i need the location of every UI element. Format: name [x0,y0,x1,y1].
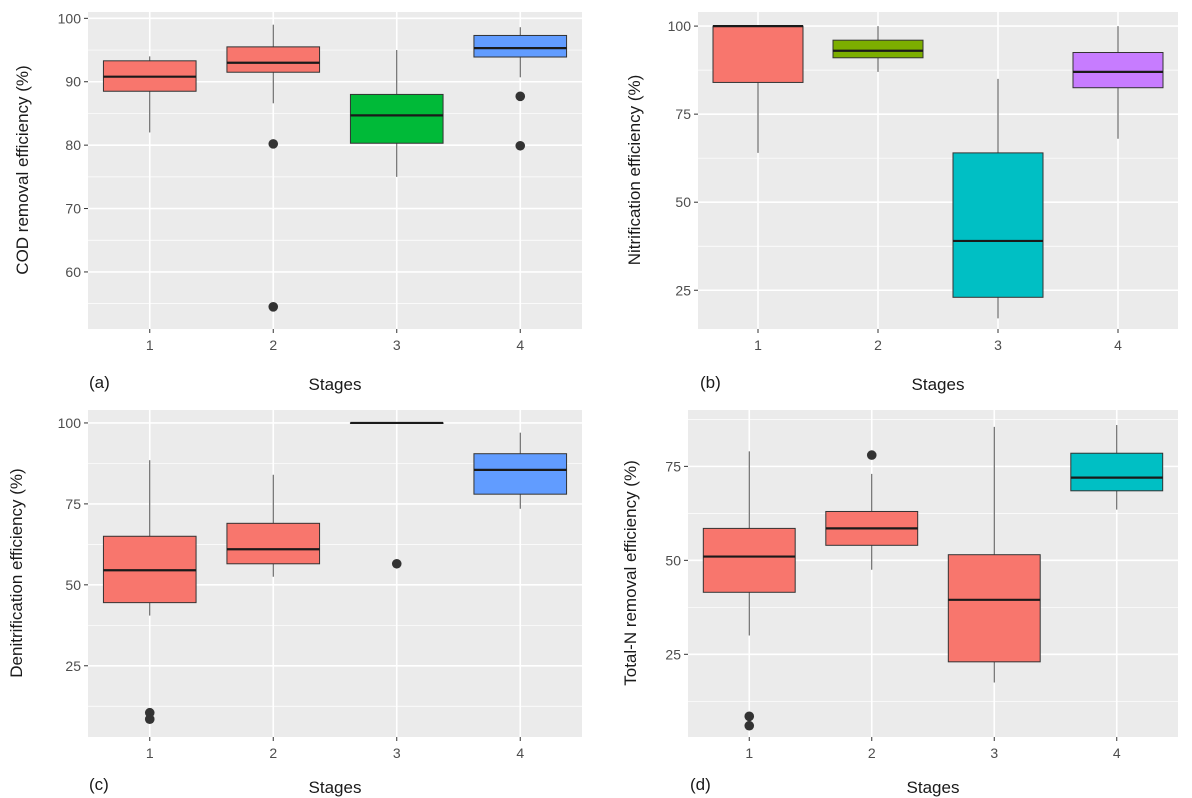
box-iqr [952,152,1044,298]
x-tick-label: 3 [994,337,1002,353]
box-stage-3 [947,426,1041,683]
box-iqr [712,25,804,83]
x-axis-title: Stages [309,778,362,797]
box-iqr [226,522,321,565]
outlier-point [515,91,526,102]
outlier-point [744,720,755,731]
panel-label: (d) [690,775,711,794]
x-tick-label: 2 [874,337,882,353]
x-tick-label: 4 [516,745,524,761]
box-stage-1 [712,24,804,153]
box-stage-2 [226,24,321,312]
box-stage-4 [1070,425,1164,510]
box-iqr [947,554,1041,663]
y-tick-label: 50 [65,577,81,593]
box-stage-2 [226,474,321,577]
y-tick-label: 75 [65,496,81,512]
panel-d: 25 50 75 1 2 3 4 Stages Total-N removal efficien… [621,410,1178,797]
y-tick-label: 100 [58,415,82,431]
panel-a: 60 70 80 90 100 1 2 3 4 Stages COD removal efficie… [13,10,582,394]
outlier-point [391,558,402,569]
x-axis-title: Stages [907,778,960,797]
x-tick-label: 3 [393,337,401,353]
box-stage-4 [473,27,568,151]
outlier-point [744,711,755,722]
x-tick-label: 2 [868,745,876,761]
box-stage-4 [473,432,568,509]
y-tick-label: 75 [675,106,691,122]
y-tick-label: 75 [665,458,681,474]
box-iqr [1070,452,1164,492]
outlier-point [268,302,279,312]
box-stage-3 [349,421,444,569]
y-tick-label: 50 [665,552,681,568]
box-stage-1 [102,460,197,724]
y-tick-label: 25 [665,646,681,662]
x-tick-label: 2 [269,745,277,761]
y-tick-label: 60 [65,264,81,280]
y-tick-label: 25 [675,282,691,298]
panel-background [88,12,582,329]
box-stage-1 [102,56,197,133]
x-tick-label: 4 [1114,337,1122,353]
outlier-point [144,714,155,724]
x-tick-label: 3 [393,745,401,761]
outlier-point [268,139,279,149]
panel-label: (c) [89,775,109,794]
y-tick-label: 80 [65,137,81,153]
box-stage-3 [952,78,1044,319]
outlier-point [515,140,526,151]
x-axis-title: Stages [309,375,362,394]
box-iqr [473,453,568,495]
box-iqr [832,39,924,59]
x-tick-label: 4 [516,337,524,353]
panel-label: (a) [89,373,110,392]
y-axis-title: Nitrification efficiency (%) [625,75,644,266]
x-tick-label: 4 [1113,745,1121,761]
box-stage-3 [349,50,444,177]
panel-b: 25 50 75 100 1 2 3 4 Stages Nitrification efficie… [625,12,1178,394]
box-iqr [473,34,568,58]
box-iqr [1072,52,1164,89]
x-tick-label: 1 [745,745,753,761]
box-iqr [349,93,444,144]
y-axis-title: Total-N removal efficiency (%) [621,460,640,685]
x-tick-label: 3 [990,745,998,761]
panel-c: 25 50 75 100 1 2 3 4 Stages Denitrification effic… [7,410,582,797]
box-iqr [226,46,321,73]
x-tick-label: 1 [146,745,154,761]
y-tick-label: 90 [65,74,81,90]
box-stage-1 [702,451,796,731]
x-axis-title: Stages [912,375,965,394]
y-tick-label: 25 [65,658,81,674]
box-stage-4 [1072,26,1164,139]
box-iqr [702,527,796,593]
y-tick-label: 70 [65,201,81,217]
outlier-point [866,450,877,460]
x-tick-label: 1 [754,337,762,353]
x-tick-label: 2 [269,337,277,353]
y-tick-label: 50 [675,194,691,210]
box-stage-2 [825,450,919,570]
box-stage-2 [832,26,924,72]
y-tick-label: 100 [668,18,692,34]
panel-label: (b) [700,373,721,392]
x-tick-label: 1 [146,337,154,353]
y-axis-title: Denitrification efficiency (%) [7,468,26,677]
y-axis-title: COD removal efficiency (%) [13,65,32,274]
y-tick-label: 100 [58,10,82,26]
